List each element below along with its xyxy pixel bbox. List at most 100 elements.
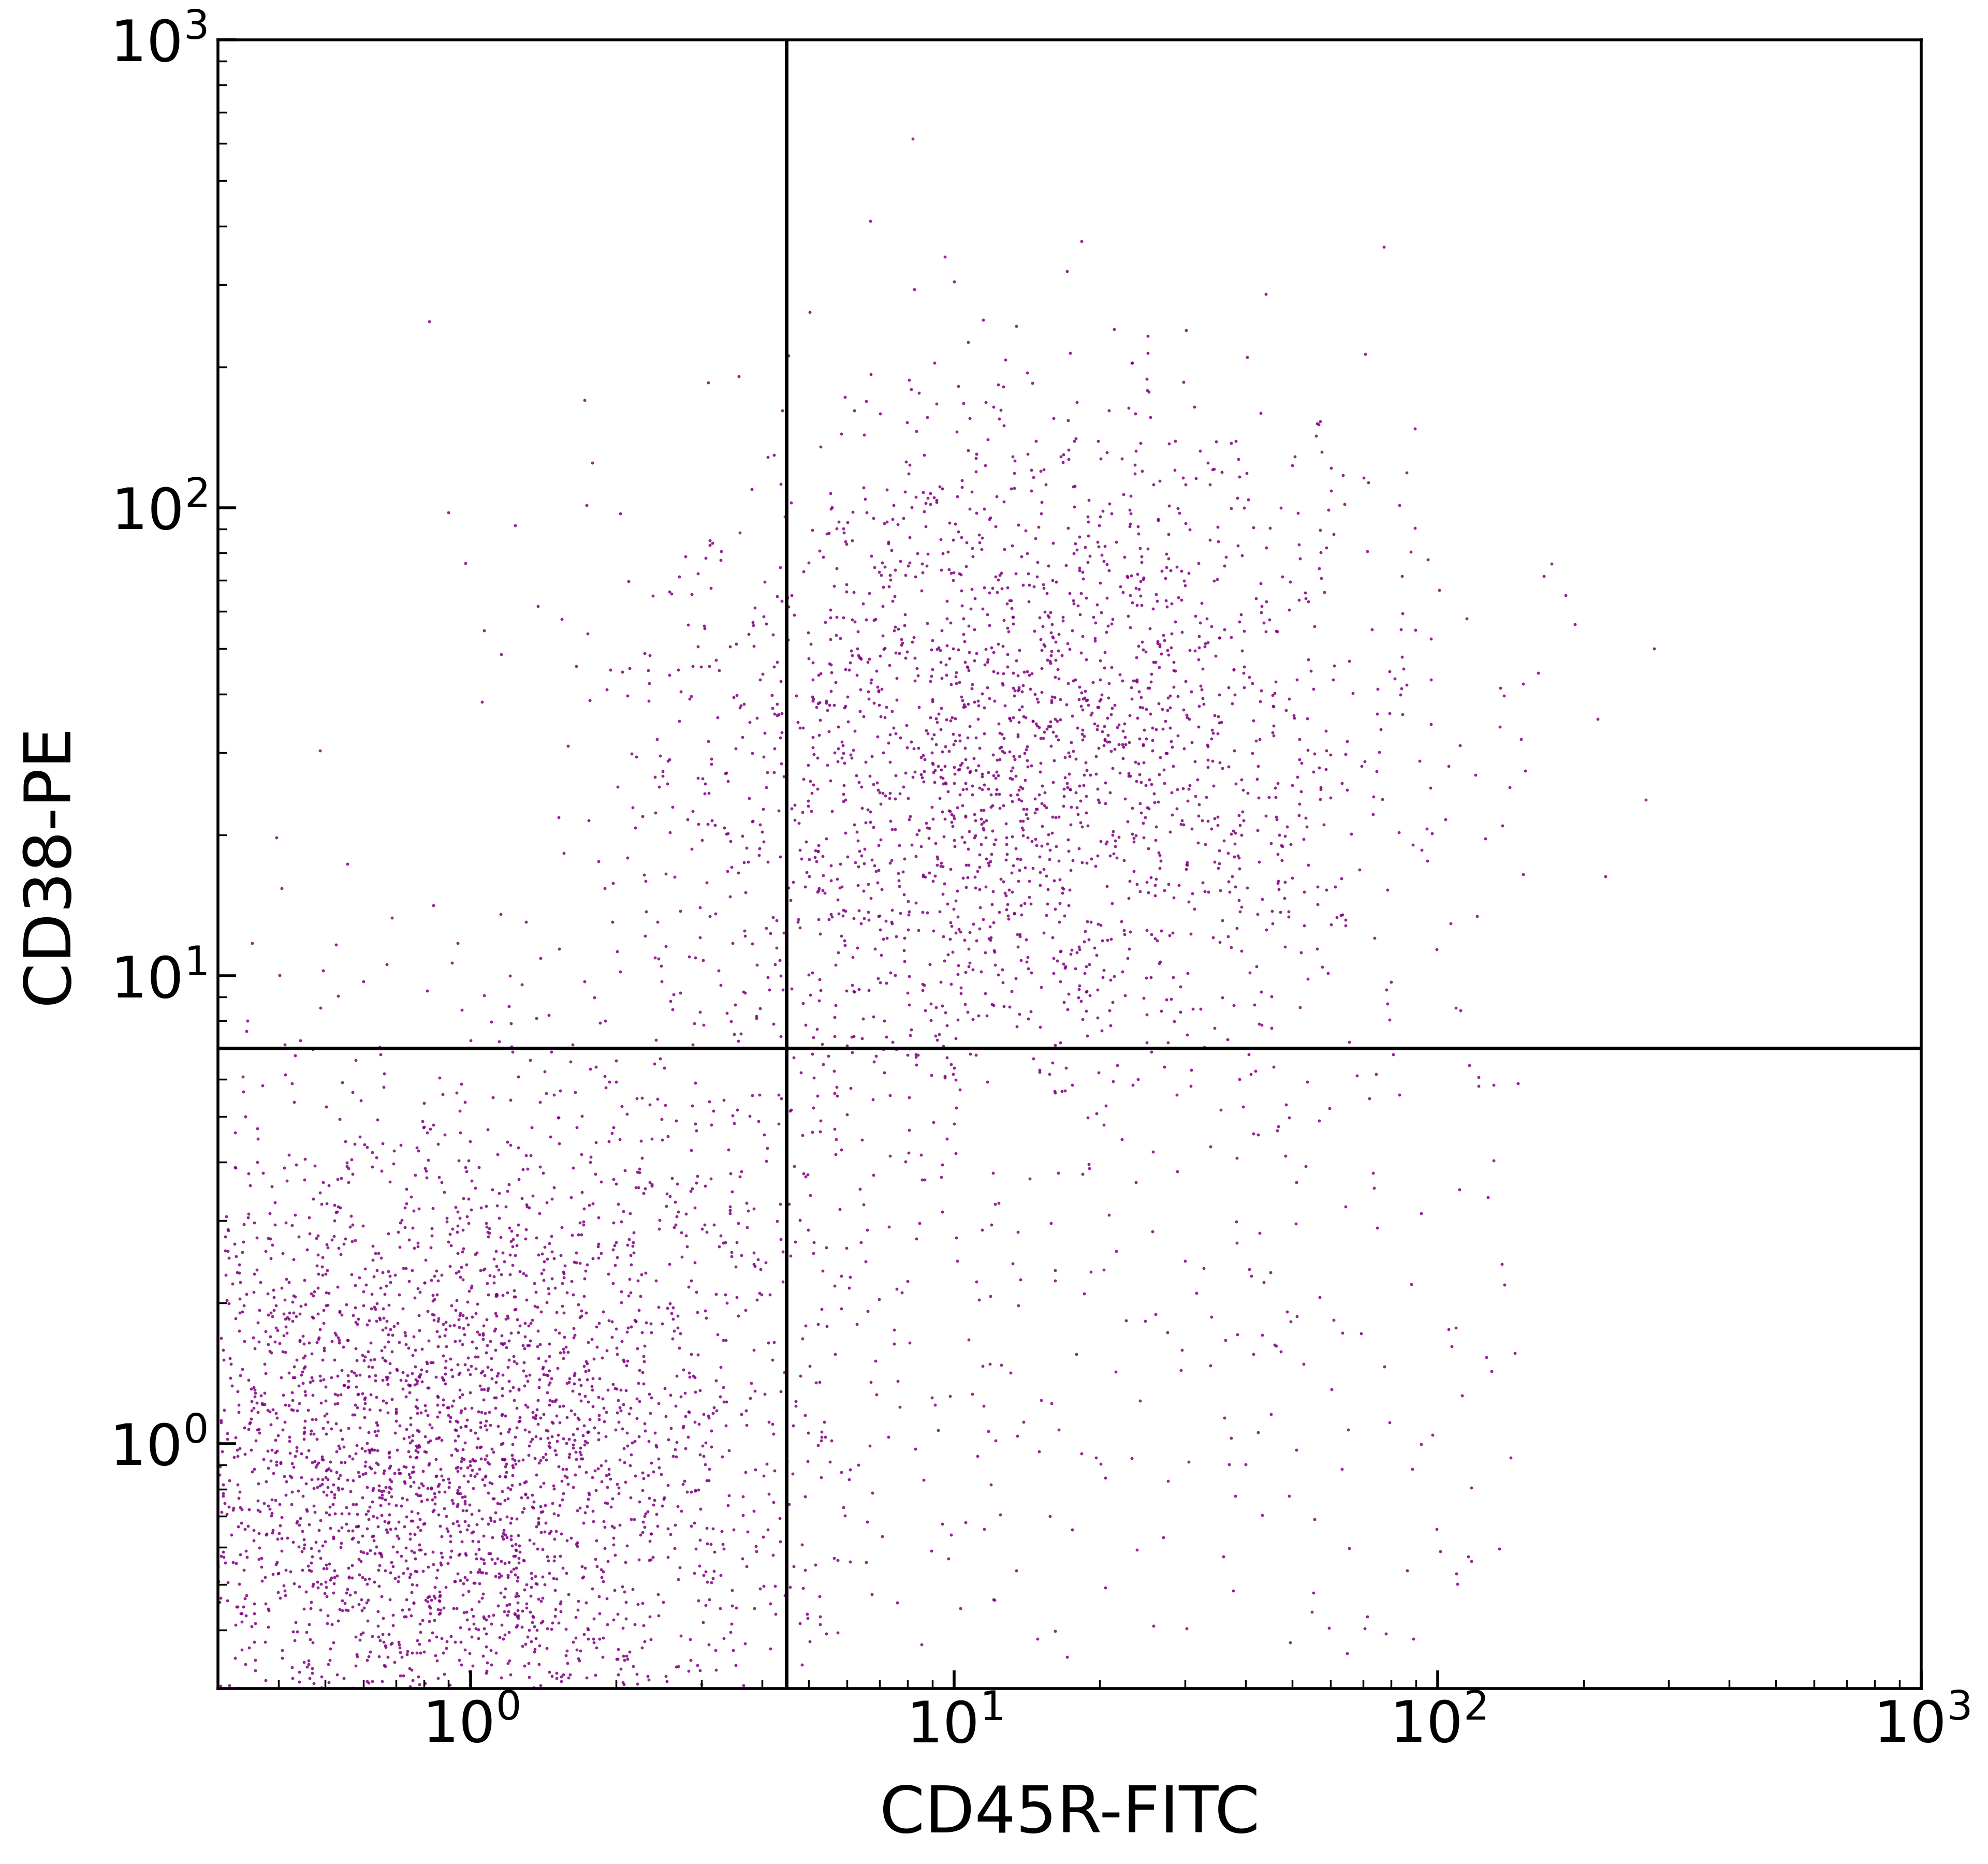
Point xyxy=(1020,524,1052,554)
Point xyxy=(608,1448,640,1478)
Point xyxy=(451,1310,483,1340)
Point xyxy=(859,1346,891,1376)
Point xyxy=(690,1428,722,1458)
Point xyxy=(406,1398,437,1428)
Point xyxy=(795,766,827,796)
Point xyxy=(1117,349,1149,378)
Point xyxy=(1290,1152,1322,1182)
Point xyxy=(1103,822,1135,852)
Point xyxy=(32,1620,64,1650)
Point xyxy=(368,1294,400,1323)
Point xyxy=(356,1279,388,1309)
Point xyxy=(930,997,962,1027)
Point xyxy=(89,1519,121,1549)
Point xyxy=(934,706,966,736)
Point xyxy=(901,1040,932,1070)
Point xyxy=(859,1732,891,1761)
Point xyxy=(1068,770,1099,800)
Point xyxy=(288,1351,320,1381)
Point xyxy=(515,1141,547,1171)
Point xyxy=(322,1474,354,1504)
Point xyxy=(445,1627,477,1657)
Point xyxy=(288,1532,320,1562)
Point xyxy=(1362,675,1394,705)
Point xyxy=(821,747,853,777)
Point xyxy=(742,1003,773,1033)
Point xyxy=(1421,1514,1453,1543)
Point xyxy=(262,1517,294,1547)
Point xyxy=(1318,665,1350,695)
Point xyxy=(1332,1415,1364,1445)
Point xyxy=(151,1446,183,1476)
Point xyxy=(197,1597,229,1627)
Point xyxy=(851,498,883,528)
Point xyxy=(533,1228,565,1258)
Point xyxy=(956,1005,988,1035)
Point xyxy=(354,1435,386,1465)
Point xyxy=(932,1543,964,1573)
Point xyxy=(1060,744,1091,774)
Point xyxy=(1014,675,1046,705)
Point xyxy=(431,1514,463,1543)
Point xyxy=(932,777,964,807)
Point xyxy=(111,1443,143,1473)
Point xyxy=(708,1085,740,1115)
Point xyxy=(879,611,911,641)
Point xyxy=(509,1467,541,1497)
Point xyxy=(1304,785,1336,815)
Point xyxy=(352,1514,384,1543)
Point xyxy=(825,1262,857,1292)
Point xyxy=(885,546,916,576)
Point xyxy=(1244,686,1276,716)
Point xyxy=(290,1497,322,1527)
Point xyxy=(1147,621,1179,651)
Point xyxy=(811,1618,843,1648)
Point xyxy=(276,1394,308,1424)
Point xyxy=(1157,800,1189,829)
Point xyxy=(1523,658,1555,688)
Point xyxy=(338,1523,370,1553)
Point xyxy=(475,1795,507,1825)
Point xyxy=(455,1165,487,1195)
Point xyxy=(507,1596,539,1625)
Point xyxy=(1302,889,1334,919)
Point xyxy=(690,1700,722,1730)
Point xyxy=(966,775,998,805)
Point xyxy=(903,1040,934,1070)
Point xyxy=(960,1040,992,1070)
Point xyxy=(463,1569,495,1599)
Point xyxy=(1091,727,1123,757)
Point xyxy=(690,1556,722,1586)
Point xyxy=(517,1424,549,1454)
Point xyxy=(390,1212,421,1241)
Point xyxy=(861,768,893,798)
Point xyxy=(1044,865,1076,895)
Point xyxy=(1014,882,1046,911)
Point xyxy=(390,1318,421,1348)
Point xyxy=(408,1681,439,1711)
Point xyxy=(1169,734,1201,764)
Point xyxy=(423,1398,455,1428)
Point xyxy=(861,671,893,701)
Point xyxy=(360,1407,392,1437)
Point xyxy=(716,1717,747,1747)
Point xyxy=(666,1620,698,1650)
Point xyxy=(960,820,992,850)
Point xyxy=(93,1575,125,1605)
Point xyxy=(569,1411,600,1441)
Point xyxy=(374,1514,406,1543)
Point xyxy=(95,1215,127,1245)
Point xyxy=(708,1534,740,1564)
Point xyxy=(736,1368,767,1398)
Point xyxy=(1290,811,1322,841)
Point xyxy=(992,904,1024,934)
Point xyxy=(400,1159,431,1189)
Point xyxy=(356,1294,388,1323)
Point xyxy=(1227,541,1258,570)
Point xyxy=(425,1426,457,1456)
Point xyxy=(787,798,819,828)
Point xyxy=(1360,1059,1392,1089)
Point xyxy=(310,1463,342,1493)
Point xyxy=(650,932,682,962)
Point xyxy=(716,1618,747,1648)
